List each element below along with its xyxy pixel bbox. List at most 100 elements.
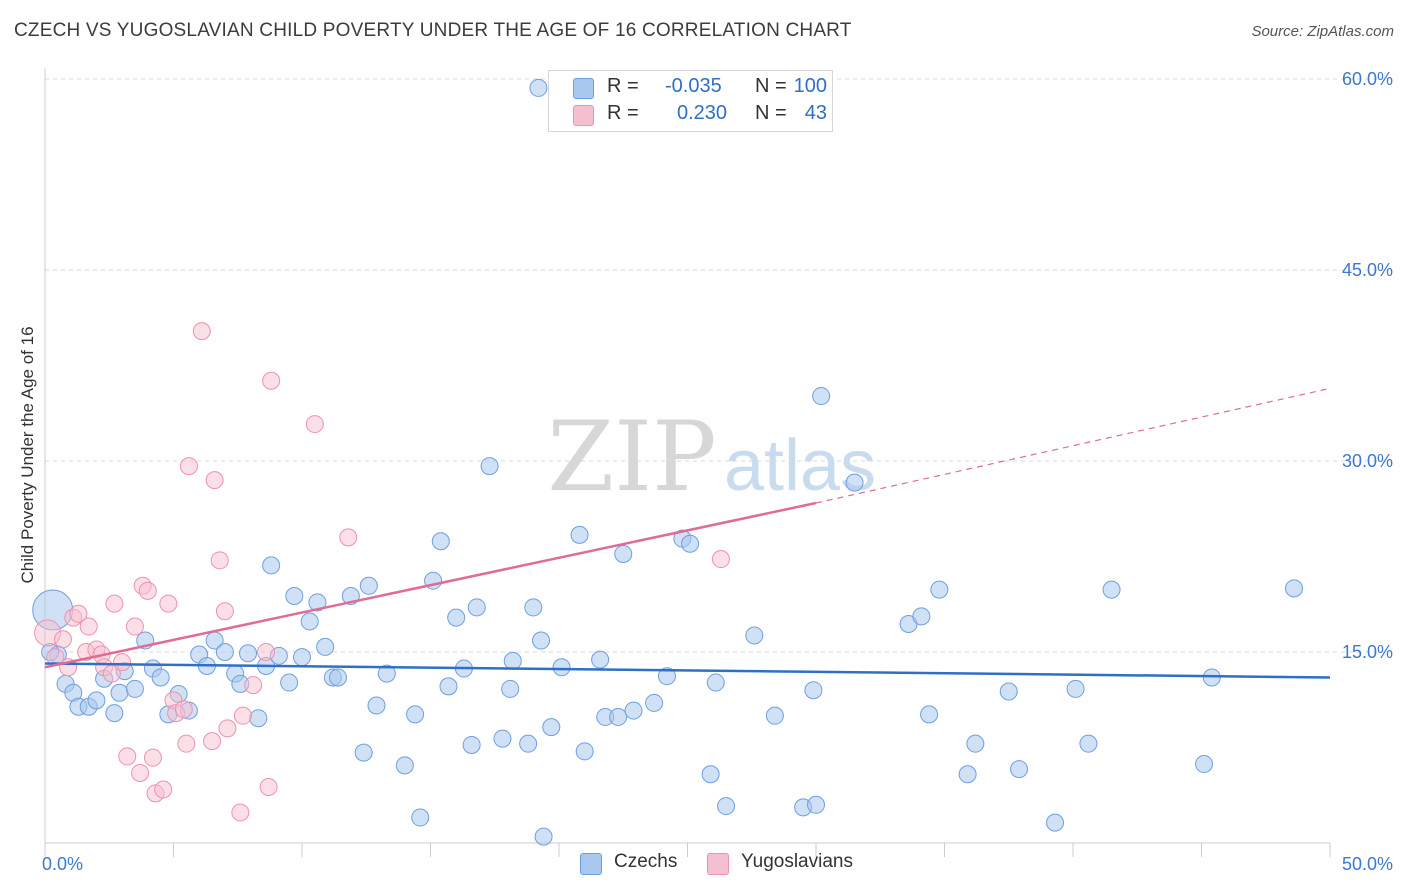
czech-point xyxy=(966,734,985,753)
axes xyxy=(44,68,1331,857)
czech-point xyxy=(293,648,311,667)
czech-point xyxy=(930,580,949,599)
y-tick-label: 30.0% xyxy=(1342,451,1393,471)
czech-point xyxy=(657,667,676,686)
yugoslavian-regression-line xyxy=(44,501,817,669)
yugoslavian-point xyxy=(305,415,324,434)
czech-point xyxy=(570,525,589,544)
czech-point xyxy=(1066,679,1085,698)
watermark-zip: ZIP xyxy=(547,401,716,513)
yugoslavian-swatch xyxy=(707,853,729,875)
y-tick-label: 60.0% xyxy=(1342,69,1393,89)
yugoslavian-point xyxy=(215,602,234,621)
czech-point xyxy=(367,696,386,715)
czech-point xyxy=(328,668,347,687)
czech-point xyxy=(845,473,864,492)
czech-point xyxy=(524,598,543,617)
yugoslavian-point xyxy=(118,747,137,766)
yugoslavian-point xyxy=(105,594,124,613)
yugoslavian-point xyxy=(262,371,281,390)
czech-point xyxy=(467,598,486,617)
czech-point xyxy=(300,612,319,631)
czech-point xyxy=(812,387,831,406)
yugoslavian-point xyxy=(174,700,193,719)
y-tick-label: 15.0% xyxy=(1342,642,1393,662)
yugoslavian-point xyxy=(131,763,150,782)
czech-point xyxy=(503,651,522,670)
legend-label: Yugoslavians xyxy=(741,851,853,872)
yugoslavian-point xyxy=(154,780,173,799)
czech-point xyxy=(1046,813,1065,832)
czech-point xyxy=(645,693,664,712)
yugoslavian-point xyxy=(69,604,88,623)
czech-point xyxy=(807,795,825,814)
czech-point xyxy=(280,673,299,692)
czech-point xyxy=(804,681,823,700)
czech-point xyxy=(493,729,512,748)
czech-point xyxy=(377,664,396,683)
czech-point xyxy=(1195,755,1214,774)
r-label: R = xyxy=(607,75,639,97)
yugoslavian-point xyxy=(113,653,132,672)
czech-point xyxy=(480,457,499,476)
yugoslavian-point xyxy=(79,617,98,636)
czech-point xyxy=(920,705,939,724)
czech-point xyxy=(534,827,553,846)
yugoslavian-point xyxy=(257,643,276,661)
czech-point xyxy=(958,765,977,784)
yugoslavian-point xyxy=(205,471,224,490)
czech-point xyxy=(105,704,124,723)
czech-point xyxy=(765,706,784,725)
czech-point xyxy=(285,586,304,605)
czech-point xyxy=(681,534,700,553)
yugoslavian-point xyxy=(339,528,358,547)
czech-point xyxy=(215,643,234,661)
yugoslavian-point xyxy=(138,581,157,600)
yugoslavian-point xyxy=(711,550,730,569)
czech-point xyxy=(395,756,414,775)
czech-point xyxy=(359,576,378,595)
yugoslavian-point xyxy=(192,322,211,341)
yugoslavian-point xyxy=(218,719,237,738)
czech-point xyxy=(745,626,764,645)
series-legend: Czechs Yugoslavians xyxy=(0,851,1406,879)
czech-point xyxy=(614,544,633,563)
czech-point xyxy=(249,709,268,728)
x-tick-label: 50.0% xyxy=(1342,854,1393,874)
source-label: Source: ZipAtlas.com xyxy=(1251,23,1394,40)
czech-point xyxy=(552,658,571,677)
czech-point xyxy=(717,797,736,816)
czech-point xyxy=(439,677,458,696)
czech-point xyxy=(1285,579,1304,598)
tick-labels: 15.0% 30.0% 45.0% 60.0% 0.0% 50.0% xyxy=(42,69,1393,874)
czech-point xyxy=(999,682,1018,701)
n-label: N = xyxy=(755,75,787,97)
yugoslavian-point xyxy=(179,457,198,476)
czech-point xyxy=(501,679,520,698)
czech-swatch xyxy=(580,853,602,875)
czech-swatch xyxy=(573,78,594,99)
yugoslavian-regression-extension xyxy=(815,387,1331,504)
czech-point xyxy=(519,734,538,753)
watermark-atlas: atlas xyxy=(724,426,876,506)
czech-point xyxy=(125,679,144,698)
czech-point xyxy=(239,644,258,663)
czech-point xyxy=(624,701,643,720)
x-tick-label: 0.0% xyxy=(42,854,83,874)
czech-point xyxy=(1079,734,1098,753)
czech-regression-line xyxy=(44,662,1331,679)
czech-point xyxy=(532,631,551,650)
yugoslavian-point xyxy=(53,630,72,649)
czech-point xyxy=(87,691,106,710)
czech-point xyxy=(411,808,430,827)
czech-point xyxy=(462,735,481,754)
yugoslavian-point xyxy=(233,706,252,725)
yugoslavian-point xyxy=(177,734,196,753)
czech-point xyxy=(447,608,466,627)
czech-point xyxy=(316,637,335,656)
n-value: 100 xyxy=(793,75,827,97)
czech-point xyxy=(151,668,170,687)
yugoslavian-points xyxy=(34,322,730,822)
czech-point xyxy=(706,673,725,692)
czech-point xyxy=(912,607,931,626)
